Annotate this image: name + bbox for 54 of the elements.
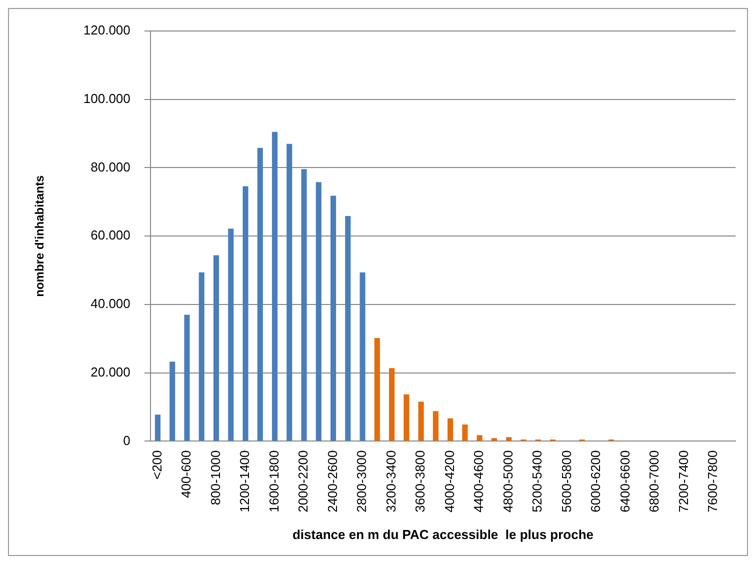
x-tick-label: 5600-5800 [558, 450, 574, 512]
x-tick-label: 5200-5400 [530, 450, 545, 512]
y-tick-label: 100.000 [83, 90, 130, 106]
y-tick-label: 0 [123, 432, 130, 448]
bar [257, 148, 263, 441]
bar [506, 437, 512, 441]
bar [432, 411, 438, 441]
x-tick-label: 400-600 [178, 450, 194, 498]
y-tick-label: 40.000 [90, 296, 130, 312]
bar [491, 438, 497, 441]
bar [316, 182, 322, 441]
x-axis-title: distance en m du PAC accessible le plus proche [292, 526, 594, 542]
x-tick-label: 3200-3400 [383, 450, 398, 512]
y-tick-label: 120.000 [83, 22, 130, 38]
y-tick-label: 80.000 [90, 159, 130, 174]
x-tick-label: 6000-6200 [588, 450, 604, 512]
bar [213, 255, 220, 441]
bar [242, 186, 248, 441]
bar [330, 196, 336, 441]
x-tick-label: 7200-7400 [676, 450, 691, 512]
bar [374, 338, 380, 441]
x-tick-label: 4800-5000 [500, 450, 516, 512]
x-tick-label: 4400-4600 [471, 450, 486, 512]
bar [170, 362, 176, 441]
bar [301, 169, 307, 441]
x-tick-label: 1600-1800 [266, 450, 282, 512]
x-tick-label: 2000-2200 [296, 450, 311, 512]
bar [389, 368, 395, 441]
x-tick-label: 6800-7000 [646, 450, 662, 512]
x-tick-label: 4000-4200 [442, 450, 457, 512]
x-tick-label: 6400-6600 [617, 450, 632, 512]
bar [184, 314, 190, 441]
x-tick-label: 2400-2600 [324, 450, 340, 512]
bar [476, 435, 482, 441]
bar [462, 424, 468, 441]
x-tick-label: 800-1000 [208, 450, 223, 506]
bar [286, 144, 292, 441]
bar [345, 216, 351, 441]
x-tick-label: 1200-1400 [237, 450, 252, 512]
y-tick-label: 60.000 [90, 228, 130, 243]
y-axis-title: nombre d'inhabitants [32, 175, 47, 297]
x-tick-label: <200 [149, 450, 164, 480]
x-tick-label: 2800-3000 [354, 450, 370, 512]
bar [198, 272, 204, 441]
bar [228, 228, 234, 441]
bar [360, 272, 366, 441]
bar [154, 414, 160, 441]
bar [418, 402, 424, 441]
x-tick-label: 7600-7800 [705, 450, 720, 512]
bar [272, 132, 278, 441]
y-tick-label: 20.000 [90, 364, 130, 380]
bar [448, 418, 454, 441]
bar [404, 394, 410, 441]
x-tick-label: 3600-3800 [412, 450, 428, 512]
